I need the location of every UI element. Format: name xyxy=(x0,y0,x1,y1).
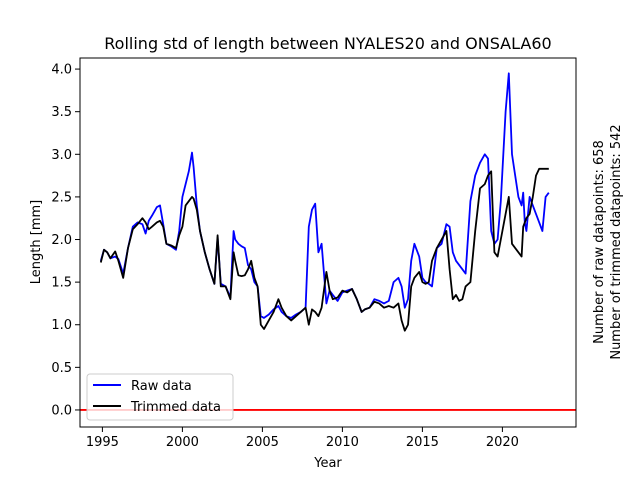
y-axis: 0.0 0.5 1.0 1.5 2.0 2.5 3.0 3.5 4.0 xyxy=(51,63,80,418)
y-tick-label: 2.0 xyxy=(51,233,72,248)
legend-trimmed-label: Trimmed data xyxy=(130,400,221,415)
legend-box xyxy=(86,373,234,421)
chart-title: Rolling std of length between NYALES20 a… xyxy=(104,34,551,53)
legend-raw-label: Raw data xyxy=(131,379,192,394)
x-tick-label: 2005 xyxy=(246,435,279,450)
x-tick-label: 2015 xyxy=(406,435,439,450)
y-tick-label: 3.5 xyxy=(51,105,72,120)
axes-frame xyxy=(79,57,577,428)
y-tick-label: 4.0 xyxy=(51,63,72,78)
trimmed-count-annotation: Number of trimmed datapoints: 542 xyxy=(609,124,624,359)
y-tick-label: 1.5 xyxy=(51,276,72,291)
raw-count-annotation: Number of raw datapoints: 658 xyxy=(592,140,607,344)
x-tick-label: 2020 xyxy=(486,435,519,450)
y-tick-label: 1.0 xyxy=(51,318,72,333)
x-tick-label: 2010 xyxy=(326,435,359,450)
x-tick-label: 2000 xyxy=(166,435,199,450)
y-axis-label: Length [mm] xyxy=(29,200,44,284)
x-axis: 1995 2000 2005 2010 2015 2020 xyxy=(86,427,519,450)
raw-data-line xyxy=(99,72,550,319)
trimmed-data-line xyxy=(99,167,549,332)
y-tick-label: 2.5 xyxy=(51,190,72,205)
x-axis-label: Year xyxy=(313,456,342,471)
y-tick-label: 3.0 xyxy=(51,148,72,163)
legend: Raw data Trimmed data xyxy=(86,373,234,421)
x-tick-label: 1995 xyxy=(86,435,119,450)
y-tick-label: 0.5 xyxy=(51,361,72,376)
y-tick-label: 0.0 xyxy=(51,403,72,418)
